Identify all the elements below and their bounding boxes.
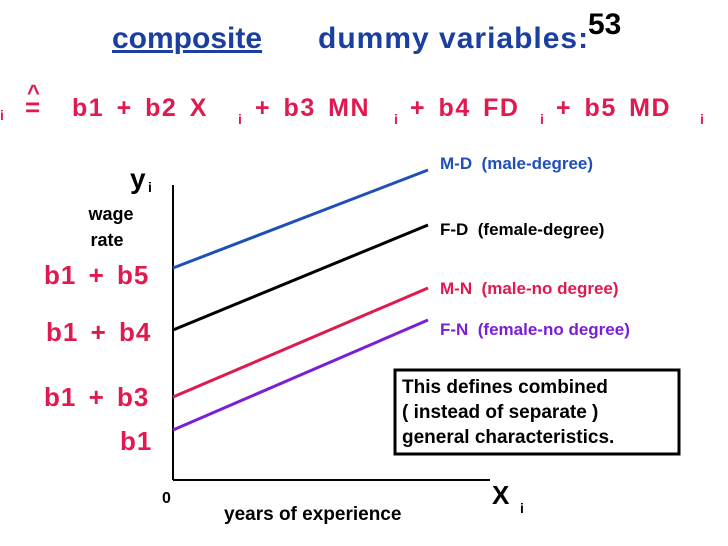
y-label: wage xyxy=(87,204,133,224)
eq-sub: i xyxy=(394,111,398,127)
x-label: years of experience xyxy=(224,504,401,525)
intercept-label: b1 + b5 xyxy=(44,260,149,290)
title-rest: dummy variables: xyxy=(318,22,589,55)
eq-term: b1 + b2 X xyxy=(72,94,208,122)
eq-term: + b4 FD xyxy=(410,94,520,122)
x-origin: 0 xyxy=(162,490,171,507)
intercept-label: b1 + b4 xyxy=(46,317,151,347)
eq-sub: i xyxy=(540,111,544,127)
x-symbol: X xyxy=(492,480,510,510)
line-label: F-D (female-degree) xyxy=(440,220,604,239)
equation-terms: b1 + b2 X i + b3 MN i + b4 FD i + b5 MD i xyxy=(72,94,704,127)
eq-hat: ^ xyxy=(27,80,40,105)
group-line xyxy=(172,286,429,399)
group-line xyxy=(172,223,429,332)
x-sub: i xyxy=(520,500,524,516)
line-label: M-D (male-degree) xyxy=(440,154,593,173)
title-underlined: composite xyxy=(112,22,262,55)
note-box xyxy=(393,368,681,456)
note-line: This defines combined xyxy=(402,377,608,398)
note-line: general characteristics. xyxy=(402,427,614,448)
intercept-label: b1 + b3 xyxy=(44,382,149,412)
plot: b1 + b5 b1 + b4 b1 + b3 b1 M-D (male-degree)… xyxy=(44,154,630,456)
note-line: ( instead of separate ) xyxy=(402,402,598,423)
eq-equals: = xyxy=(25,92,40,122)
y-symbol: y xyxy=(130,163,146,194)
eq-sub: i xyxy=(238,111,242,127)
eq-sub: i xyxy=(700,111,704,127)
group-line xyxy=(172,318,429,432)
intercept-label: b1 xyxy=(120,426,152,456)
group-line xyxy=(172,168,429,270)
line-label: M-N (male-no degree) xyxy=(440,279,619,298)
y-sub: i xyxy=(148,179,152,195)
eq-term: + b3 MN xyxy=(255,94,370,122)
y-label: rate xyxy=(90,230,123,250)
slide-number: 53 xyxy=(588,8,621,41)
line-label: F-N (female-no degree) xyxy=(440,320,630,339)
eq-term: + b5 MD xyxy=(556,94,671,122)
eq-lhs-sub: i xyxy=(0,107,4,123)
